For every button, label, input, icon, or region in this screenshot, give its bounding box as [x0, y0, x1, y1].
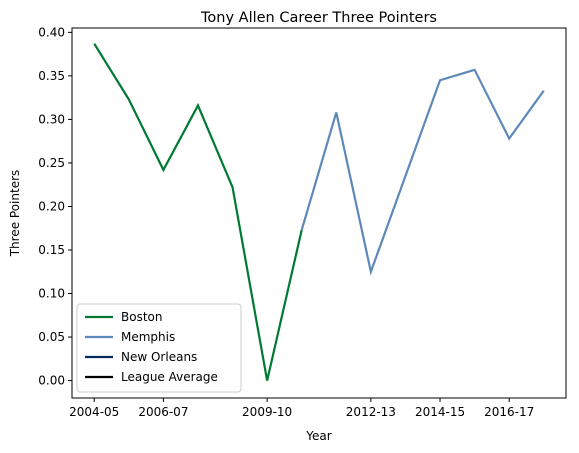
x-axis-label: Year [305, 429, 331, 443]
legend-label: Boston [121, 310, 162, 324]
legend-box [76, 303, 242, 393]
y-tick-label: 0.40 [38, 25, 65, 39]
y-tick-label: 0.00 [38, 374, 65, 388]
legend: Boston Memphis New Orleans League Average [76, 303, 242, 393]
y-tick-label: 0.30 [38, 112, 65, 126]
y-tick-label: 0.25 [38, 156, 65, 170]
x-tick-label: 2012-13 [346, 405, 396, 419]
y-tick-label: 0.05 [38, 330, 65, 344]
x-tick-label: 2006-07 [138, 405, 188, 419]
x-tick-label: 2004-05 [69, 405, 119, 419]
x-tick-label: 2014-15 [415, 405, 465, 419]
y-tick-label: 0.15 [38, 243, 65, 257]
x-tick-label: 2009-10 [242, 405, 292, 419]
legend-label: New Orleans [121, 350, 197, 364]
x-tick-label: 2016-17 [484, 405, 534, 419]
legend-label: Memphis [121, 330, 175, 344]
y-tick-label: 0.20 [38, 199, 65, 213]
legend-label: League Average [121, 370, 218, 384]
axes-frame [71, 27, 567, 399]
y-tick-label: 0.10 [38, 287, 65, 301]
series-line-memphis [300, 68, 545, 276]
y-tick-label: 0.35 [38, 69, 65, 83]
plot-area: 0.00 0.05 0.10 0.15 0.20 0.25 0.30 0.35 0.40 2004… [38, 25, 567, 419]
y-axis-label: Three Pointers [8, 170, 22, 258]
series-line-boston [93, 43, 303, 381]
chart-title: Tony Allen Career Three Pointers [200, 10, 437, 26]
